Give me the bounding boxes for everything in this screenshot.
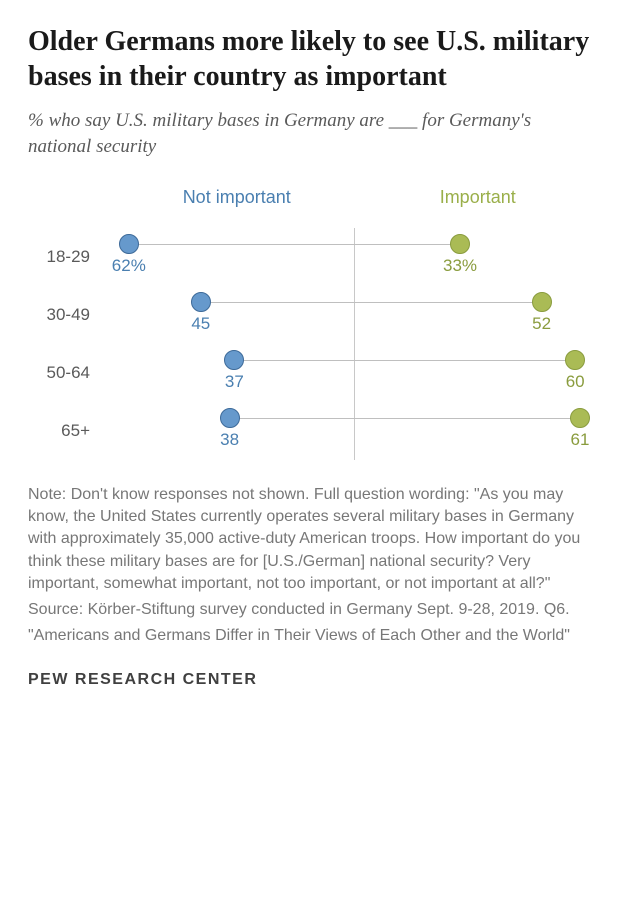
chart-area: Not important Important 18-29 62% 33% 30-49… [38,187,592,460]
age-group-label: 18-29 [38,247,100,267]
legend-row: Not important Important [38,187,592,208]
dot-not-important [119,234,139,254]
row-track: 62% 33% [100,228,592,286]
note-text: Note: Don't know responses not shown. Fu… [28,484,592,594]
center-divider [354,286,355,344]
dot-important [570,408,590,428]
center-divider [354,344,355,402]
report-text: "Americans and Germans Differ in Their V… [28,625,592,647]
legend-important: Important [363,187,592,208]
value-not-important: 45 [191,314,210,334]
value-important: 60 [566,372,585,392]
dot-plot: 18-29 62% 33% 30-49 45 52 50-64 37 60 65+ 38 61 [38,228,592,460]
value-important: 33% [443,256,477,276]
chart-row: 18-29 62% 33% [38,228,592,286]
row-track: 38 61 [100,402,592,460]
age-group-label: 50-64 [38,363,100,383]
dot-important [532,292,552,312]
row-track: 45 52 [100,286,592,344]
dot-important [450,234,470,254]
connector-line [230,418,580,419]
chart-title: Older Germans more likely to see U.S. mi… [28,24,592,94]
value-not-important: 37 [225,372,244,392]
value-important: 52 [532,314,551,334]
value-not-important: 62% [112,256,146,276]
connector-line [201,302,542,303]
chart-subtitle: % who say U.S. military bases in Germany… [28,108,592,159]
dot-important [565,350,585,370]
footer-attribution: PEW RESEARCH CENTER [28,671,592,689]
connector-line [129,244,460,245]
legend-not-important: Not important [110,187,363,208]
source-text: Source: Körber-Stiftung survey conducted… [28,599,592,621]
chart-row: 65+ 38 61 [38,402,592,460]
dot-not-important [224,350,244,370]
chart-row: 30-49 45 52 [38,286,592,344]
chart-row: 50-64 37 60 [38,344,592,402]
center-divider [354,228,355,286]
age-group-label: 65+ [38,421,100,441]
value-not-important: 38 [220,430,239,450]
dot-not-important [191,292,211,312]
connector-line [234,360,575,361]
age-group-label: 30-49 [38,305,100,325]
value-important: 61 [571,430,590,450]
row-track: 37 60 [100,344,592,402]
dot-not-important [220,408,240,428]
center-divider [354,402,355,460]
